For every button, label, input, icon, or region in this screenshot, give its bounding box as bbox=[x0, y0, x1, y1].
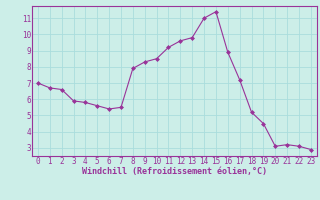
X-axis label: Windchill (Refroidissement éolien,°C): Windchill (Refroidissement éolien,°C) bbox=[82, 167, 267, 176]
